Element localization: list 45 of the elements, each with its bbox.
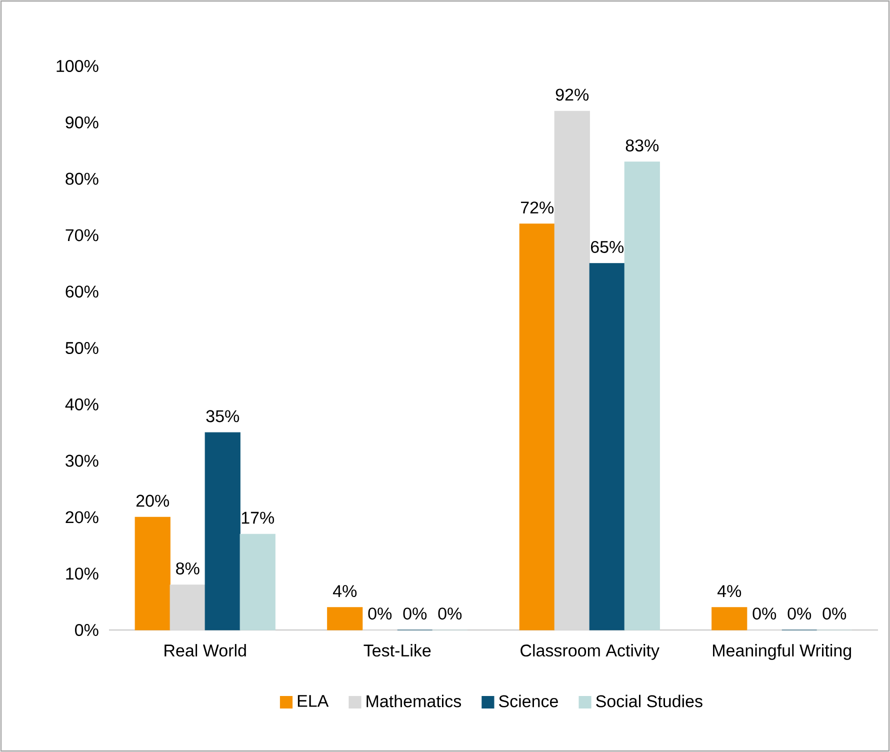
y-tick-label: 60%: [66, 286, 98, 298]
bar: [240, 534, 276, 630]
y-tick-label: 50%: [66, 342, 98, 354]
legend-label: Science: [499, 694, 558, 708]
data-label: 92%: [556, 88, 589, 101]
bar: [589, 263, 625, 630]
y-tick-label: 40%: [65, 398, 98, 410]
data-label: 0%: [752, 608, 776, 620]
data-label: 0%: [788, 608, 812, 620]
data-label: 8%: [176, 562, 200, 574]
y-tick-label: 30%: [66, 454, 98, 467]
y-tick-label: 100%: [56, 60, 98, 72]
bar: [134, 516, 170, 630]
data-label: 4%: [332, 585, 357, 598]
data-label: 0%: [822, 608, 846, 620]
legend-label: Social Studies: [596, 694, 702, 708]
bar: [327, 607, 363, 630]
data-label: 0%: [403, 608, 427, 620]
x-tick-label: Meaningful Writing: [713, 644, 852, 660]
data-label: 17%: [242, 512, 274, 524]
bar: [712, 607, 748, 630]
x-tick-label: Test-Like: [364, 644, 431, 657]
data-label: 65%: [590, 240, 624, 253]
y-tick-label: 20%: [66, 511, 98, 524]
y-tick-label: 70%: [66, 229, 98, 242]
y-tick-label: 80%: [66, 172, 98, 185]
data-label: 83%: [626, 139, 659, 152]
data-label: 72%: [520, 202, 554, 214]
legend-label: Mathematics: [366, 694, 462, 708]
bar: [519, 224, 555, 630]
y-tick-label: 0%: [75, 624, 98, 636]
bar: [204, 432, 240, 630]
x-tick-label: Real World: [164, 644, 246, 657]
y-tick-label: 10%: [66, 568, 98, 580]
data-label: 20%: [136, 494, 170, 507]
data-label: 35%: [206, 410, 240, 422]
x-tick-label: Classroom Activity: [520, 644, 660, 660]
y-tick-label: 90%: [66, 116, 98, 128]
data-label: 4%: [717, 585, 742, 598]
bar: [554, 110, 590, 630]
data-label: 0%: [368, 608, 392, 620]
legend-label: ELA: [298, 695, 329, 707]
data-label: 0%: [438, 608, 462, 620]
bar: [170, 584, 206, 630]
bar: [624, 162, 660, 630]
